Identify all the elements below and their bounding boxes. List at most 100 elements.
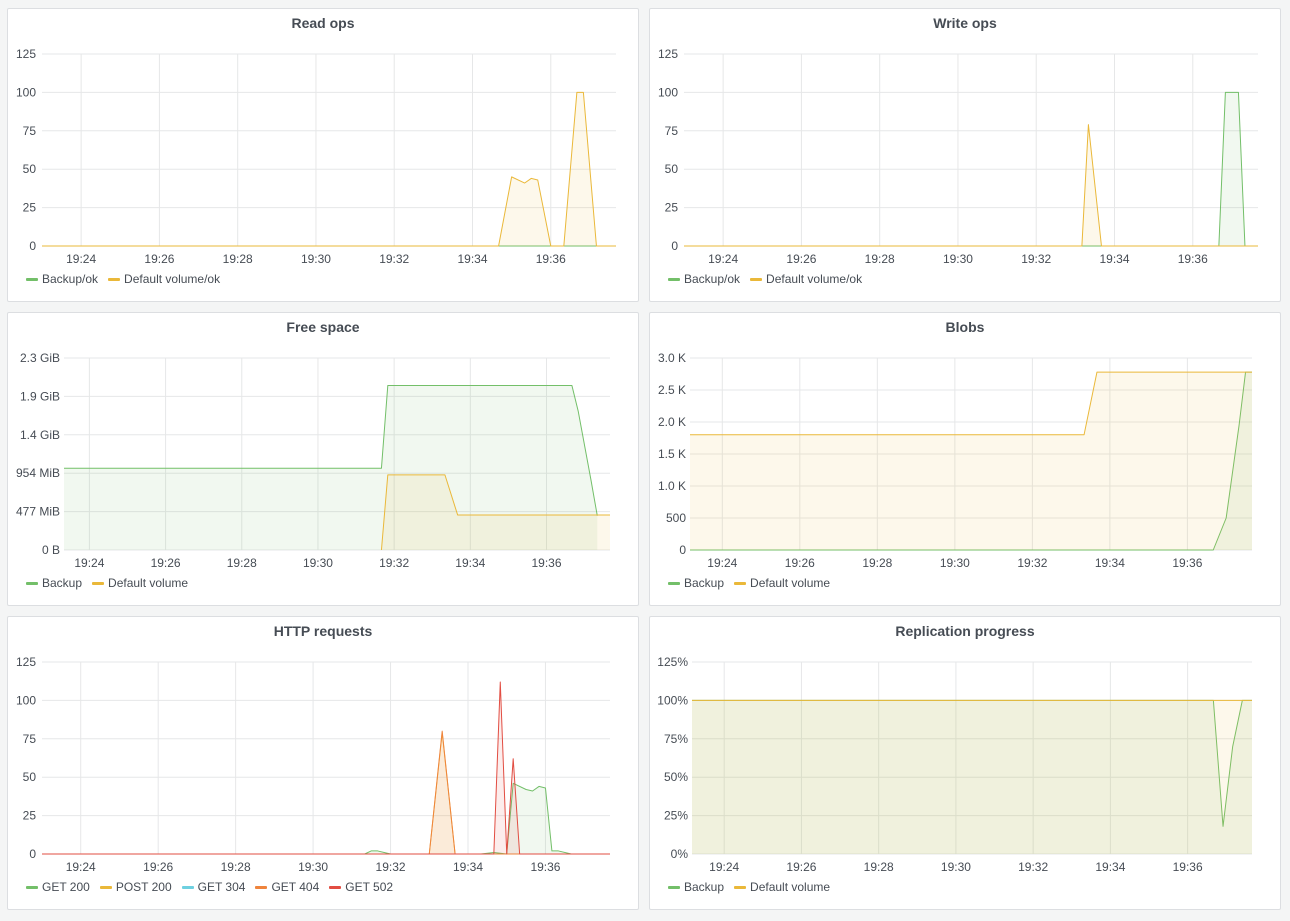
legend-label: Backup/ok — [42, 272, 99, 286]
legend-swatch — [750, 277, 763, 281]
legend-swatch — [26, 885, 38, 889]
y-tick-label: 125 — [16, 655, 36, 669]
panel-title[interactable]: Blobs — [945, 319, 985, 335]
legend-item[interactable]: Default volume/ok — [108, 272, 220, 286]
y-tick-label: 100% — [657, 693, 688, 707]
legend: GET 200 POST 200 GET 304 GET 404 GET 502 — [26, 880, 393, 894]
read-ops-chart: 0 25 50 75 100 125 19:24 19:26 19:28 19:30 19:32 19… — [16, 47, 616, 266]
legend-swatch — [329, 885, 342, 889]
y-tick-label: 75 — [23, 124, 37, 138]
legend: Backup/ok Default volume/ok — [26, 272, 220, 286]
legend-item[interactable]: Default volume — [734, 576, 830, 590]
write-ops-chart: 0 25 50 75 100 125 19:24 19:26 19:28 19:30 19:32 19… — [658, 47, 1258, 266]
x-tick-label: 19:32 — [1017, 556, 1047, 570]
series-line-1 — [690, 371, 1252, 436]
x-tick-label: 19:24 — [66, 252, 96, 266]
series-line-0 — [64, 385, 598, 516]
y-tick-label: 0 — [29, 239, 36, 253]
legend-item[interactable]: Backup/ok — [668, 272, 740, 286]
panel-title[interactable]: Write ops — [933, 15, 997, 31]
legend-item[interactable]: GET 304 — [181, 880, 246, 894]
legend-label: Backup/ok — [684, 272, 741, 286]
legend-label: Default volume — [750, 576, 831, 590]
legend-label: GET 502 — [345, 880, 394, 894]
legend-label: GET 304 — [197, 880, 246, 894]
http-requests-chart: 0 25 50 75 100 125 19:24 19:26 19:28 19:30 19:32 19… — [16, 655, 610, 874]
legend-label: POST 200 — [115, 880, 172, 894]
legend-item[interactable]: Backup — [26, 576, 82, 590]
series-area-1 — [684, 124, 1258, 246]
y-tick-label: 1.9 GiB — [20, 389, 60, 403]
legend-item[interactable]: GET 502 — [329, 880, 393, 894]
x-tick-label: 19:26 — [786, 252, 816, 266]
legend-label: GET 200 — [42, 880, 90, 894]
legend-label: Default volume — [108, 576, 189, 590]
y-tick-label: 125 — [16, 47, 36, 61]
x-tick-label: 19:30 — [298, 860, 328, 874]
series-area-1 — [381, 474, 610, 550]
legend-label: Backup — [684, 576, 725, 590]
x-tick-label: 19:28 — [865, 252, 895, 266]
replication-progress-chart: 0% 25% 50% 75% 100% 125% 19:24 19:26 19:28 19:30 1… — [657, 655, 1252, 874]
x-tick-label: 19:26 — [151, 556, 181, 570]
x-tick-label: 19:28 — [862, 556, 892, 570]
panel-title[interactable]: Read ops — [291, 15, 355, 31]
panel-title[interactable]: Free space — [286, 319, 360, 335]
panel-free-space: Free space 0 B 477 MiB 954 MiB 1.4 GiB 1.9 G… — [7, 312, 639, 606]
y-tick-label: 100 — [658, 85, 678, 99]
y-tick-label: 100 — [16, 85, 36, 99]
y-tick-label: 477 MiB — [16, 505, 60, 519]
y-tick-label: 25% — [664, 809, 688, 823]
y-tick-label: 0 B — [42, 543, 60, 557]
y-tick-label: 954 MiB — [16, 466, 60, 480]
legend-swatch — [255, 885, 268, 889]
y-tick-label: 0 — [679, 543, 686, 557]
legend-item[interactable]: GET 404 — [255, 880, 319, 894]
x-tick-label: 19:30 — [301, 252, 331, 266]
legend-item[interactable]: POST 200 — [99, 880, 172, 894]
y-tick-label: 75% — [664, 732, 688, 746]
y-tick-label: 0 — [29, 847, 36, 861]
x-tick-label: 19:24 — [709, 860, 739, 874]
x-tick-label: 19:34 — [1099, 252, 1129, 266]
x-tick-label: 19:34 — [1095, 556, 1125, 570]
x-tick-label: 19:36 — [536, 252, 566, 266]
x-tick-label: 19:36 — [530, 860, 560, 874]
legend: Backup/ok Default volume/ok — [668, 272, 862, 286]
legend-label: Default volume — [750, 880, 831, 894]
x-tick-label: 19:30 — [941, 860, 971, 874]
legend-swatch — [668, 277, 680, 281]
x-tick-label: 19:36 — [1173, 860, 1203, 874]
series-line-0 — [42, 782, 610, 855]
y-tick-label: 2.0 K — [658, 415, 686, 429]
panel-title[interactable]: Replication progress — [895, 623, 1035, 639]
x-tick-label: 19:24 — [707, 556, 737, 570]
legend-swatch — [99, 885, 112, 889]
panel-replication-progress: Replication progress 0% 25% 50% 75% 100% 125%… — [649, 616, 1281, 910]
legend-item[interactable]: Default volume — [92, 576, 188, 590]
legend-swatch — [734, 581, 747, 585]
x-tick-label: 19:28 — [864, 860, 894, 874]
legend-label: GET 404 — [271, 880, 320, 894]
legend-item[interactable]: Default volume — [734, 880, 830, 894]
y-tick-label: 1.4 GiB — [20, 428, 60, 442]
legend-swatch — [668, 885, 680, 889]
legend-label: Backup — [42, 576, 83, 590]
legend-item[interactable]: Backup/ok — [26, 272, 98, 286]
panel-read-ops: Read ops 0 25 50 75 100 125 19:24 19:26 19:28 19:… — [7, 8, 639, 302]
legend-item[interactable]: Backup — [668, 576, 724, 590]
y-tick-label: 1.5 K — [658, 447, 686, 461]
panel-title[interactable]: HTTP requests — [273, 623, 373, 639]
x-tick-label: 19:32 — [1021, 252, 1051, 266]
legend-item[interactable]: Default volume/ok — [750, 272, 862, 286]
y-tick-label: 50% — [664, 770, 688, 784]
free-space-chart: 0 B 477 MiB 954 MiB 1.4 GiB 1.9 GiB 2.3 GiB 19… — [16, 351, 610, 570]
y-tick-label: 50 — [665, 162, 679, 176]
legend-swatch — [668, 581, 680, 585]
blobs-chart: 0 500 1.0 K 1.5 K 2.0 K 2.5 K 3.0 K 19:24 19:26 1… — [658, 351, 1252, 570]
y-tick-label: 125% — [657, 655, 688, 669]
x-tick-label: 19:36 — [531, 556, 561, 570]
legend-item[interactable]: Backup — [668, 880, 724, 894]
legend-item[interactable]: GET 200 — [26, 880, 90, 894]
x-tick-label: 19:24 — [66, 860, 96, 874]
